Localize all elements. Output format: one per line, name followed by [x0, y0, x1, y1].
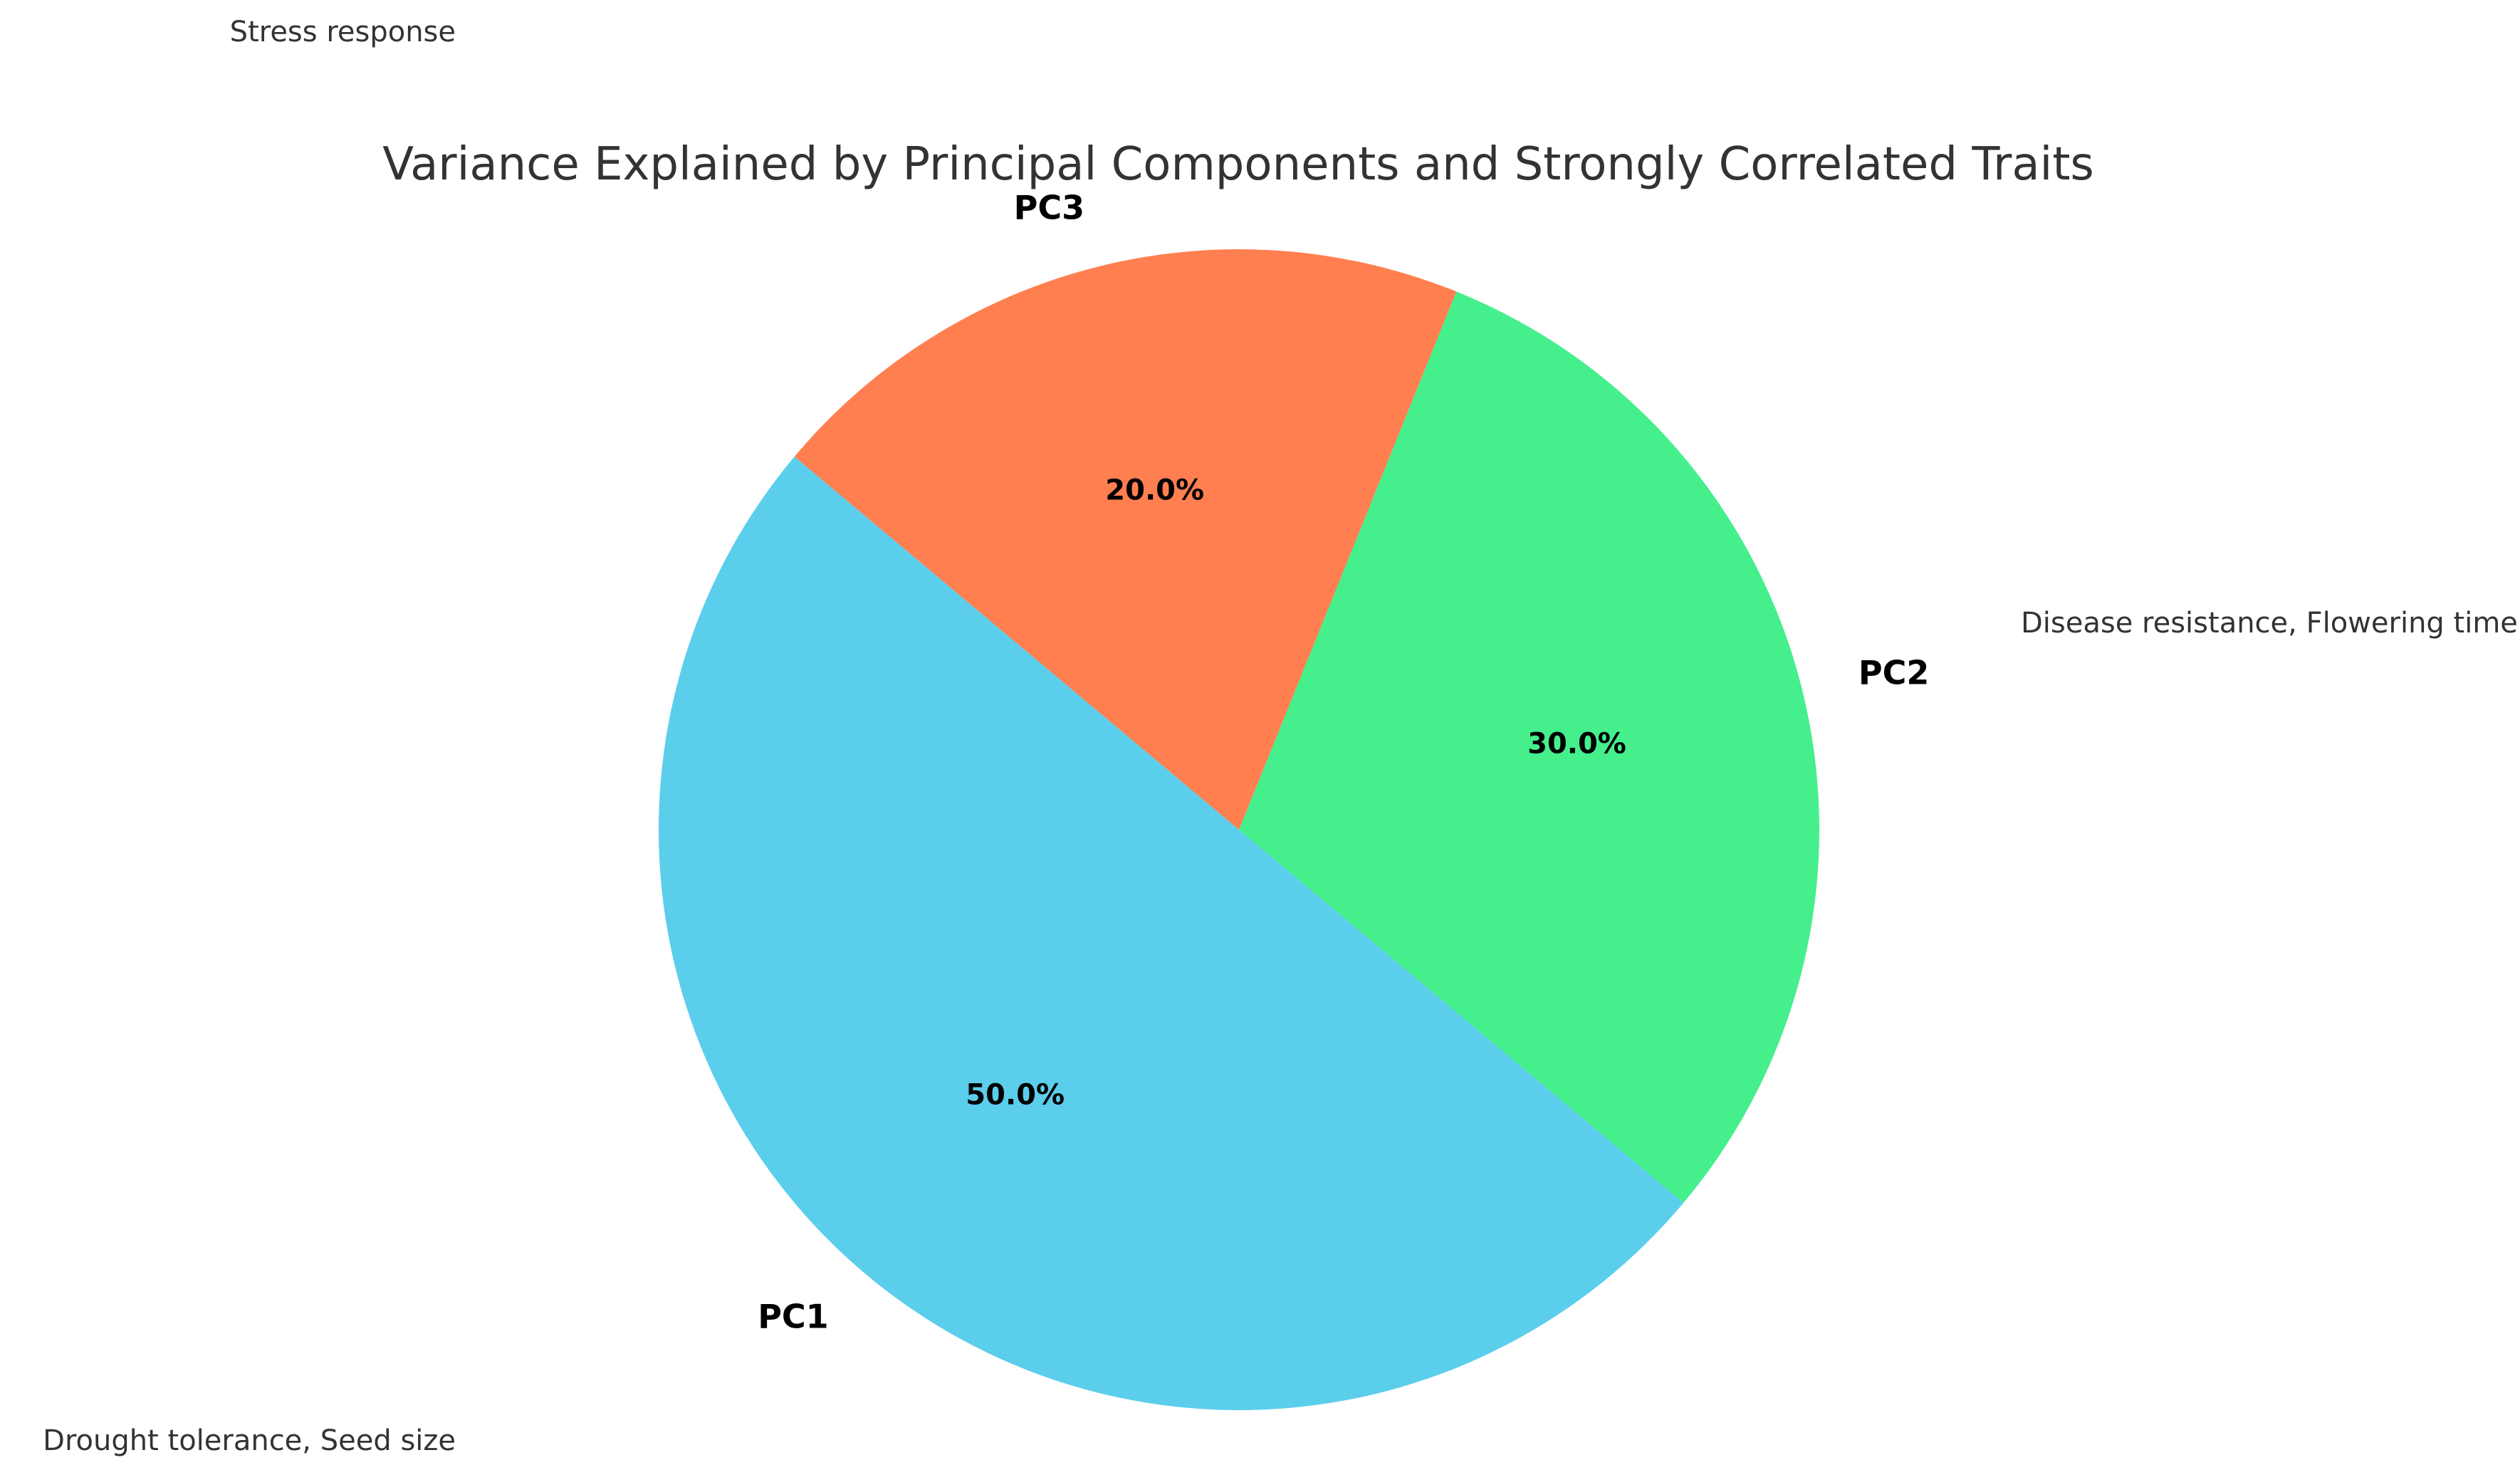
percent-label-pc3: 20.0% — [1105, 474, 1204, 507]
trait-annotation-pc2: Disease resistance, Flowering time — [2021, 607, 2518, 640]
slice-labels: PC1 PC2 PC3 — [758, 189, 1929, 1336]
slice-label-pc1: PC1 — [758, 1297, 828, 1335]
slice-label-pc2: PC2 — [1858, 654, 1929, 692]
percent-labels: 50.0% 30.0% 20.0% — [966, 474, 1626, 1112]
pie-slices — [658, 249, 1819, 1411]
trait-annotation-pc3: Stress response — [230, 16, 456, 48]
trait-annotation-pc1: Drought tolerance, Seed size — [43, 1424, 456, 1457]
percent-label-pc2: 30.0% — [1527, 728, 1626, 761]
chart-title: Variance Explained by Principal Componen… — [382, 138, 2094, 191]
slice-label-pc3: PC3 — [1014, 189, 1084, 227]
percent-label-pc1: 50.0% — [966, 1079, 1065, 1112]
slice-pc1 — [658, 457, 1684, 1411]
slice-pc3 — [794, 249, 1457, 830]
trait-annotations: Drought tolerance, Seed size Disease resi… — [43, 16, 2518, 1457]
slice-pc2 — [1239, 291, 1819, 1203]
